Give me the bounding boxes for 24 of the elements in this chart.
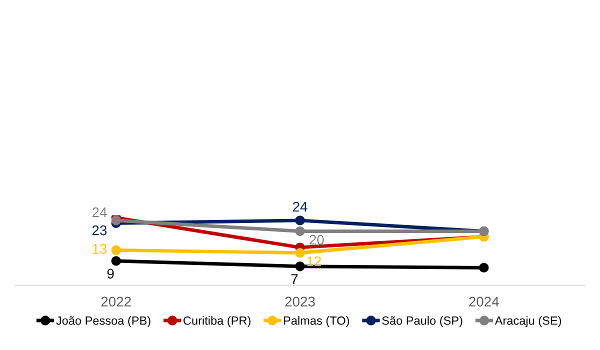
point [295,226,305,236]
legend-label: Curitiba (PR) [184,316,250,328]
point [111,216,121,226]
legend-label: Aracaju (SE) [494,316,562,328]
point [111,245,121,256]
data-label: 9 [107,268,114,279]
point [111,256,121,266]
data-label: 20 [310,234,324,245]
data-label: 24 [292,202,308,212]
point [479,262,489,273]
data-label: 24 [92,207,107,218]
point [295,216,305,226]
data-label: 13 [92,244,107,254]
data-label: 7 [291,274,298,284]
x-tick-label: 2022 [101,296,131,307]
legend-label: João Pessoa (PB) [56,316,150,328]
legend-label: Palmas (TO) [284,316,350,328]
legend-label: São Paulo (SP) [382,316,462,328]
data-label: 12 [307,256,321,266]
point [295,261,305,272]
x-tick-label: 2024 [469,296,499,307]
point [295,248,305,258]
x-tick-label: 2023 [285,296,315,307]
data-label: 23 [92,225,107,236]
